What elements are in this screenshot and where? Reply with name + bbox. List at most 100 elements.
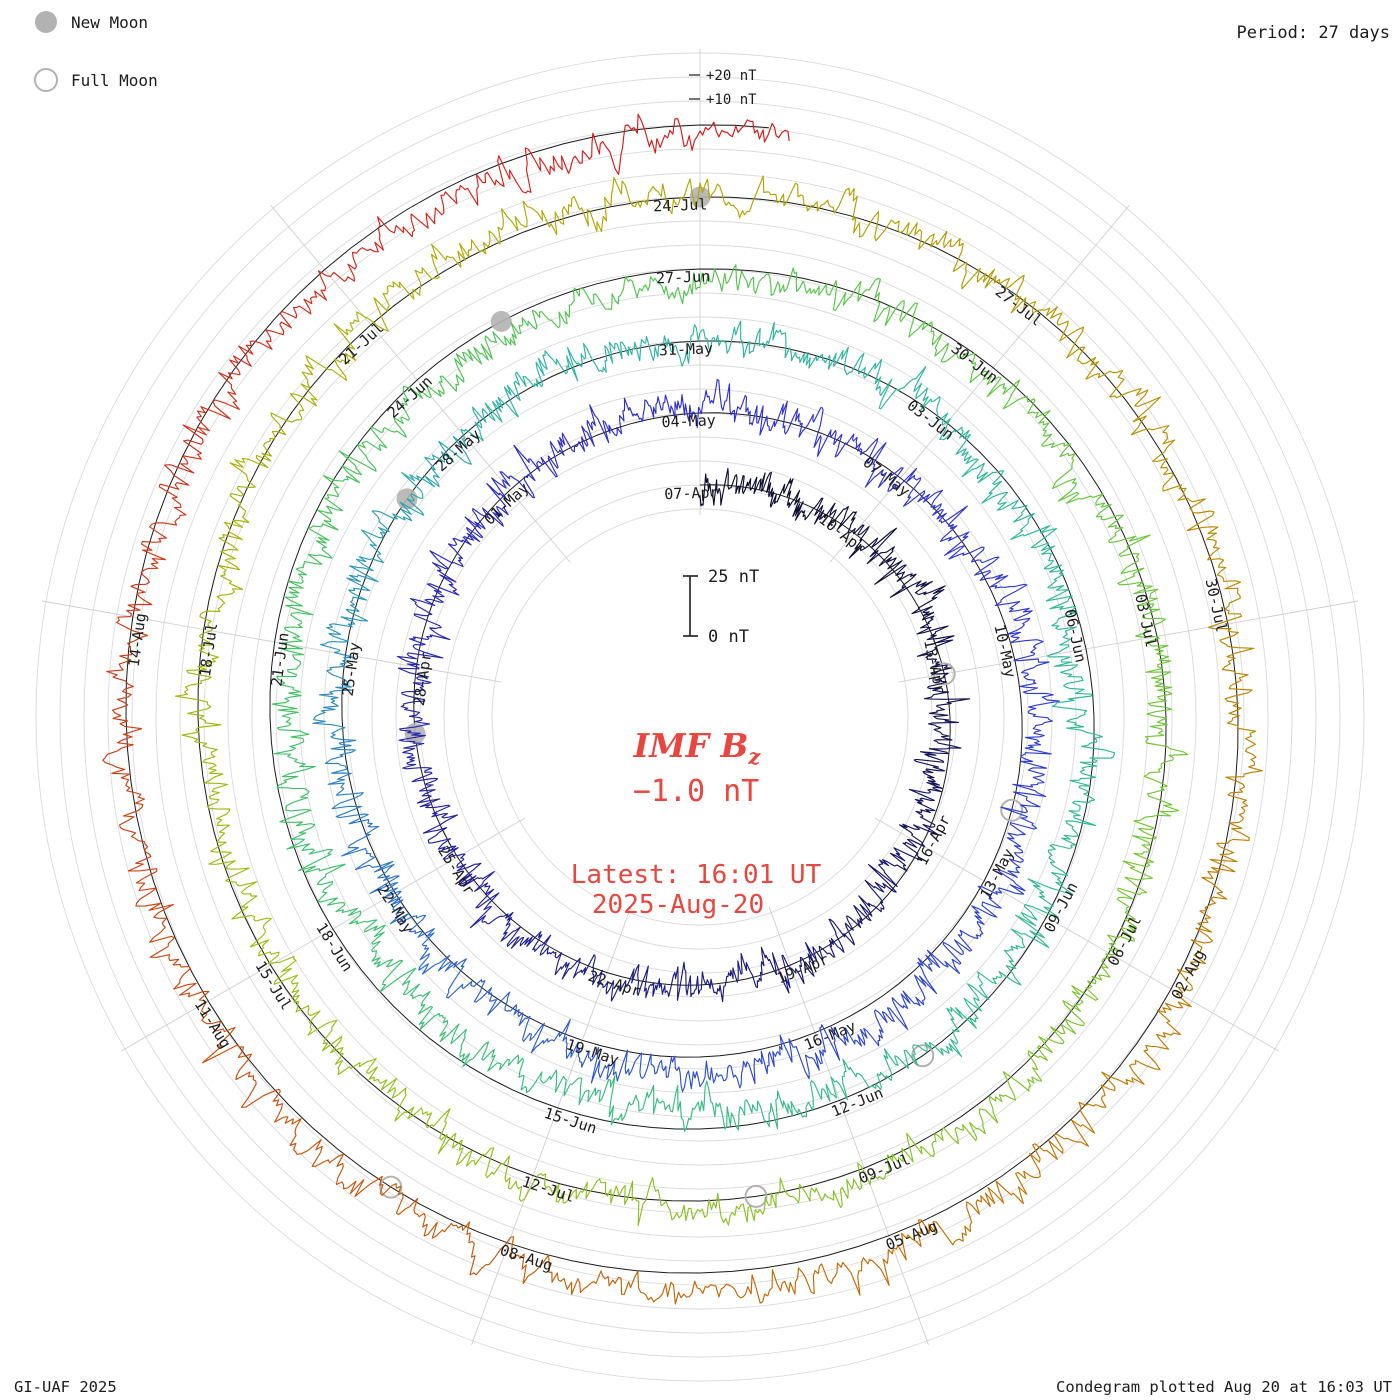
- bz-trace-segment: [968, 1036, 1053, 1139]
- bz-trace-segment: [159, 372, 241, 490]
- new-moon-icon: [35, 11, 57, 33]
- bz-trace-segment: [348, 912, 417, 995]
- bz-trace-segment: [1065, 740, 1116, 829]
- bz-trace-segment: [286, 838, 362, 917]
- bz-trace-segment: [982, 375, 1066, 449]
- date-label: 31-May: [658, 339, 713, 359]
- date-label: 12-Jul: [520, 1172, 577, 1206]
- bz-trace-segment: [1047, 655, 1103, 741]
- bz-trace-segment: [899, 302, 988, 384]
- bz-trace-segment: [334, 1053, 433, 1129]
- bz-trace-segment: [398, 732, 439, 801]
- bz-trace-segment: [135, 882, 210, 1003]
- bz-trace-segment: [425, 331, 512, 397]
- bz-trace-segment: [699, 378, 770, 436]
- bz-trace-segment: [202, 745, 232, 865]
- bz-trace-segment: [913, 730, 962, 789]
- bz-trace-segment: [397, 666, 432, 734]
- bz-trace-segment: [482, 911, 552, 956]
- bz-trace-segment: [1130, 388, 1206, 503]
- bz-trace-segment: [289, 311, 365, 421]
- date-label: 07-Apr: [664, 483, 719, 503]
- grid-spoke: [42, 600, 502, 683]
- bz-trace-segment: [1107, 851, 1155, 956]
- bz-trace-segment: [440, 147, 571, 207]
- date-label: 05-Aug: [883, 1217, 940, 1254]
- date-label: 07-May: [859, 453, 913, 500]
- center-annotation: IMF Bz −1.0 nT Latest: 16:01 UT 2025-Aug…: [571, 726, 822, 920]
- bz-trace-segment: [1132, 742, 1189, 852]
- grid-spoke: [768, 906, 929, 1345]
- bz-trace-segment: [396, 597, 451, 668]
- bz-trace-segment: [653, 1080, 746, 1132]
- bz-trace-segment: [744, 1076, 838, 1130]
- scale-bottom-label: 0 nT: [708, 627, 749, 647]
- imf-bz-title: IMF Bz: [633, 726, 762, 769]
- bz-trace-segment: [699, 320, 787, 359]
- bz-trace-segment: [405, 983, 486, 1068]
- bz-trace-segment: [579, 177, 701, 233]
- bz-trace-segment: [426, 537, 464, 603]
- plus10-label: +10 nT: [706, 92, 757, 108]
- date-label: 13-Apr: [920, 638, 949, 695]
- bz-trace-segment: [481, 1041, 567, 1094]
- new-moon-marker: [689, 186, 711, 208]
- center-scale-bar: 25 nT 0 nT: [683, 567, 759, 647]
- bz-trace-segment: [893, 1180, 1014, 1261]
- bz-trace-segment: [201, 1001, 283, 1115]
- bz-trace-segment: [997, 806, 1038, 895]
- bz-trace-segment: [274, 1114, 393, 1197]
- bz-trace-segment: [633, 1270, 769, 1305]
- bz-trace-segment: [324, 737, 369, 820]
- bz-trace-segment: [273, 740, 316, 840]
- bz-trace-segment: [1176, 871, 1228, 994]
- bz-trace-segment: [729, 946, 792, 994]
- bz-trace-segment: [509, 287, 603, 346]
- bz-trace-segment: [229, 270, 331, 375]
- bz-trace-segment: [563, 1075, 655, 1126]
- imf-bz-value: −1.0 nT: [633, 774, 759, 809]
- grid-spoke: [898, 600, 1358, 683]
- bz-trace-segment: [994, 583, 1044, 662]
- bz-trace-segment: [1038, 953, 1113, 1045]
- bz-trace-segment: [401, 435, 472, 502]
- bz-trace-segment: [1186, 498, 1243, 628]
- bz-trace-segment: [889, 564, 946, 621]
- bz-trace-segment: [791, 918, 846, 985]
- bz-trace-segment: [768, 400, 843, 457]
- baseline-spiral-path: [125, 124, 1239, 1274]
- bz-trace-segment: [819, 1007, 900, 1061]
- bz-trace-segment: [506, 1004, 580, 1059]
- bz-trace-segment: [939, 418, 1004, 504]
- bz-trace-segment: [577, 1046, 661, 1084]
- bz-trace-segment: [869, 1124, 978, 1186]
- bz-trace-segment: [868, 838, 926, 893]
- bz-trace-segment: [524, 1173, 644, 1227]
- grid-spoke: [471, 906, 632, 1345]
- date-label: 04-May: [661, 411, 716, 431]
- date-label: 30-Jun: [948, 339, 1002, 386]
- date-label: 06-Jul: [1104, 913, 1145, 969]
- bz-trace-segment: [1100, 992, 1192, 1097]
- bz-trace-segment: [1044, 564, 1078, 657]
- grid-spoke: [829, 204, 1130, 563]
- full-moon-marker: [911, 1044, 935, 1068]
- bz-trace-segment: [611, 324, 701, 367]
- date-label: 14-Aug: [125, 612, 150, 668]
- radial-scale-labels: +20 nT +10 nT: [689, 68, 757, 108]
- full-moon-marker: [744, 1184, 768, 1208]
- latest-date: 2025-Aug-20: [592, 890, 764, 920]
- date-label: 08-Aug: [498, 1241, 555, 1275]
- bz-trace-segment: [271, 642, 310, 741]
- plotted-note: Condegram plotted Aug 20 at 16:03 UT: [1056, 1378, 1392, 1396]
- full-moon-icon: [34, 68, 58, 92]
- bz-trace-segment: [891, 949, 962, 1030]
- bz-trace-segment: [848, 524, 904, 585]
- date-label: 12-Jun: [829, 1084, 886, 1121]
- moon-phase-legend: New Moon Full Moon: [34, 11, 158, 92]
- bz-trace-segment: [699, 264, 804, 296]
- bz-trace-segment: [1052, 443, 1124, 542]
- bz-trace-segment: [282, 553, 333, 644]
- bz-trace-segment: [601, 272, 700, 310]
- bz-trace-segment: [802, 497, 857, 535]
